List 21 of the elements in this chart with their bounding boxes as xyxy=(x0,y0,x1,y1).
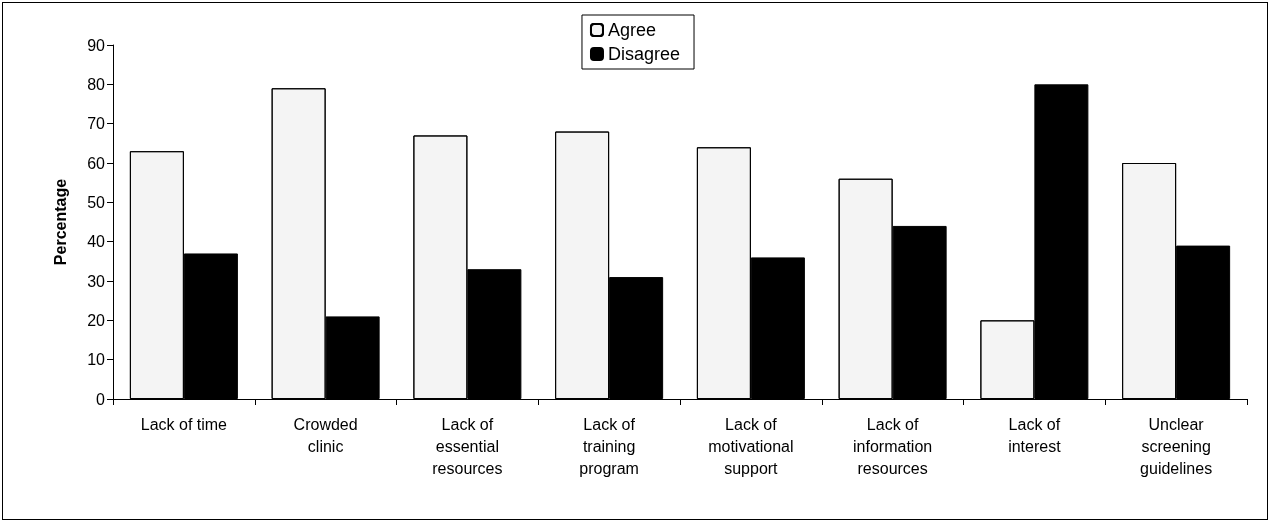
y-tick-label: 90 xyxy=(87,36,106,54)
y-tick-label: 50 xyxy=(87,193,106,211)
legend-label: Disagree xyxy=(607,44,681,64)
x-tick-label: Lack of essential resources xyxy=(432,415,503,477)
y-tick-label: 0 xyxy=(96,390,106,408)
y-tick-label: 30 xyxy=(87,272,106,290)
x-tick-label: Lack of motivational support xyxy=(708,415,794,477)
x-tick-label: Lack of information resources xyxy=(853,415,933,477)
x-tick-label: Crowded clinic xyxy=(293,415,358,455)
legend-label: Agree xyxy=(607,20,657,40)
y-tick-label: 10 xyxy=(87,351,106,369)
y-tick-label: 80 xyxy=(87,75,106,93)
x-tick-label: Lack of time xyxy=(140,415,228,433)
y-tick-label: 20 xyxy=(87,311,106,329)
y-axis-title: Percentage xyxy=(51,178,69,266)
x-tick-label: Lack of training program xyxy=(579,415,639,477)
y-tick-label: 40 xyxy=(87,233,106,251)
x-tick-label: Unclear screening guidelines xyxy=(1140,415,1213,477)
y-tick-label: 60 xyxy=(87,154,106,172)
y-tick-label: 70 xyxy=(87,115,106,133)
x-tick-label: Lack of interest xyxy=(1008,415,1062,455)
